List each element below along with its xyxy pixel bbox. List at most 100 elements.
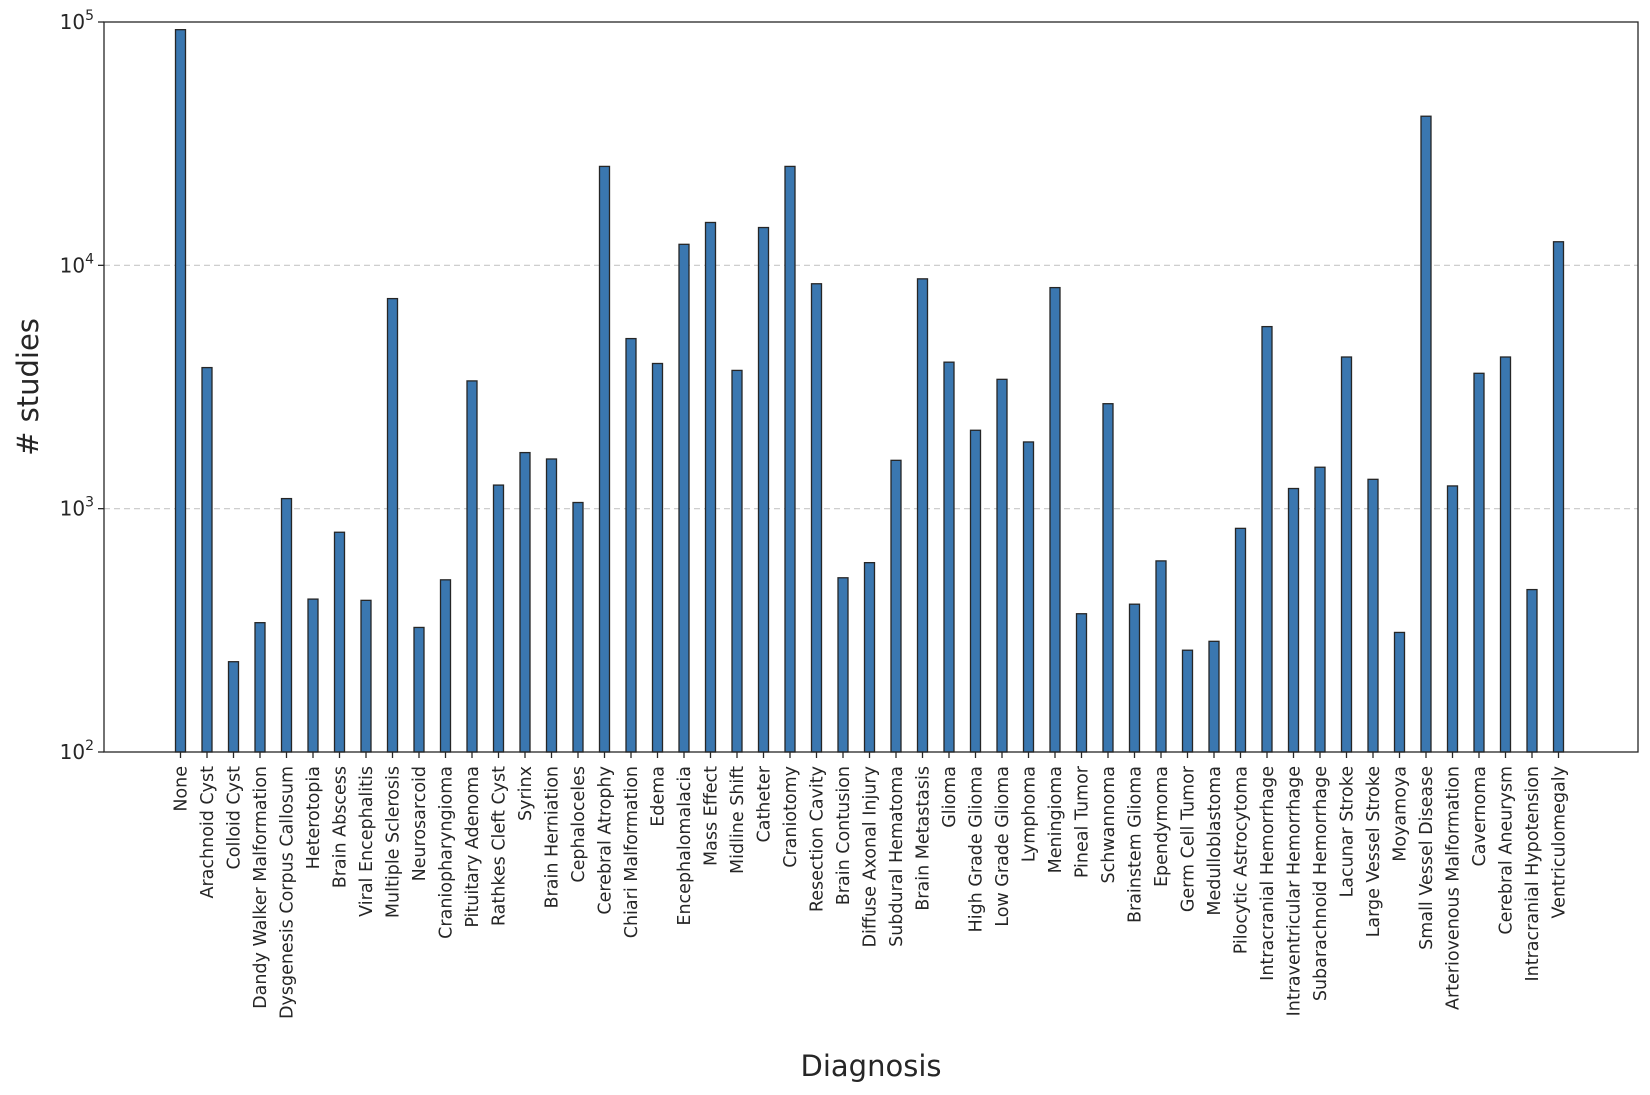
bar [307, 598, 319, 753]
x-tick-label: Subarachnoid Hemorrhage [1311, 766, 1331, 1001]
x-tick-label: Cephaloceles [569, 766, 589, 883]
x-tick-label: Large Vessel Stroke [1364, 766, 1384, 937]
x-tick-label: Cavernoma [1470, 766, 1490, 867]
bar [1022, 441, 1035, 753]
x-tick-label: Chiari Malformation [622, 766, 642, 938]
bar [1314, 466, 1326, 753]
x-tick-label: Mass Effect [702, 766, 722, 866]
bar [1420, 115, 1432, 753]
x-tick-label: Lymphoma [1020, 766, 1040, 862]
x-tick-label: Brain Contusion [834, 766, 854, 905]
x-tick-label: Cerebral Aneurysm [1497, 766, 1517, 935]
bar [1287, 487, 1300, 753]
x-tick-label: Glioma [940, 766, 960, 828]
x-tick-label: Rathkes Cleft Cyst [490, 766, 510, 926]
bar [757, 226, 770, 753]
x-tick-label: Pituitary Adenoma [463, 766, 483, 928]
bar [201, 366, 213, 753]
bar [280, 497, 293, 753]
x-tick-label: Pilocytic Astrocytoma [1232, 766, 1252, 954]
bar [1181, 649, 1194, 753]
bar [333, 531, 346, 753]
bar [1155, 560, 1167, 753]
bar [1102, 403, 1114, 753]
bar [943, 361, 955, 753]
bar [1499, 356, 1512, 753]
x-tick-label: Resection Cavity [808, 766, 828, 912]
x-tick-label: Germ Cell Tumor [1179, 765, 1199, 912]
x-tick-label: Dysgenesis Corpus Callosum [278, 766, 298, 1019]
y-tick-label: 103 [60, 495, 94, 521]
y-tick-label: 105 [60, 8, 94, 34]
x-tick-label: Brain Herniation [543, 766, 563, 908]
x-tick-label: Medulloblastoma [1205, 766, 1225, 916]
x-tick-label: None [172, 766, 192, 812]
x-tick-label: Craniotomy [781, 766, 801, 868]
bar [810, 283, 823, 753]
bar [704, 221, 717, 753]
bar [1128, 603, 1141, 753]
x-tick-label: Colloid Cyst [225, 766, 245, 870]
bar [545, 458, 558, 753]
bar [1552, 241, 1565, 753]
x-tick-label: Diffuse Axonal Injury [861, 766, 881, 947]
x-tick-label: High Grade Glioma [967, 766, 987, 932]
x-tick-label: Multiple Sclerosis [384, 766, 404, 918]
x-tick-label: Brainstem Glioma [1126, 766, 1146, 923]
bar [439, 579, 452, 753]
bar [386, 297, 399, 753]
bar [1340, 356, 1353, 753]
y-axis-ticks: 102 103 104 105 [60, 8, 104, 764]
bar [598, 165, 611, 753]
bar [254, 622, 266, 753]
bar [1261, 325, 1273, 753]
x-tick-label: Brain Metastasis [914, 766, 934, 911]
bar [1049, 286, 1061, 753]
bar [651, 362, 664, 753]
x-tick-label: Intraventricular Hemorrhage [1285, 766, 1305, 1016]
bar [1393, 631, 1406, 753]
bar [519, 451, 531, 753]
x-tick-label: Small Vessel Disease [1417, 766, 1437, 950]
bar [413, 626, 425, 753]
x-tick-label: Low Grade Glioma [993, 766, 1013, 927]
bar [890, 459, 902, 753]
bar [1234, 527, 1247, 753]
bar [572, 501, 584, 753]
bar [466, 380, 478, 753]
x-tick-label: Dandy Walker Malformation [251, 766, 271, 1009]
x-tick-label: Schwannoma [1099, 766, 1119, 884]
bar [731, 369, 743, 753]
bar [492, 484, 505, 753]
bar [174, 29, 187, 753]
x-tick-label: Pineal Tumor [1073, 765, 1093, 878]
x-tick-label: Arteriovenous Malformation [1444, 766, 1464, 1010]
x-tick-label: Neurosarcoid [410, 766, 430, 881]
x-tick-label: Subdural Hematoma [887, 766, 907, 947]
y-tick-label: 102 [60, 738, 94, 764]
x-tick-label: Lacunar Stroke [1338, 766, 1358, 898]
bar [625, 337, 637, 753]
x-tick-label: Edema [649, 766, 669, 827]
plot-frame [103, 21, 1639, 753]
x-tick-label: Midline Shift [728, 766, 748, 874]
bar [863, 561, 876, 753]
grid-lines [104, 264, 1638, 510]
bar [227, 661, 240, 753]
bar [1208, 640, 1220, 753]
bar [784, 165, 796, 753]
y-tick-label: 104 [60, 251, 94, 277]
x-axis-label: Diagnosis [801, 1049, 942, 1083]
bar [1075, 613, 1088, 753]
bar [1446, 485, 1459, 753]
bar [996, 378, 1008, 753]
x-tick-label: Moyamoya [1391, 766, 1411, 862]
bar [916, 278, 929, 753]
x-tick-label: Viral Encephalitis [357, 766, 377, 917]
y-axis-label: # studies [11, 318, 45, 456]
x-tick-label: Syrinx [516, 766, 536, 821]
x-tick-label: Arachnoid Cyst [198, 766, 218, 899]
x-axis-ticks: None Arachnoid Cyst Colloid Cyst Dandy Walk… [172, 752, 1570, 1019]
x-tick-label: Ventriculomegaly [1550, 766, 1570, 919]
